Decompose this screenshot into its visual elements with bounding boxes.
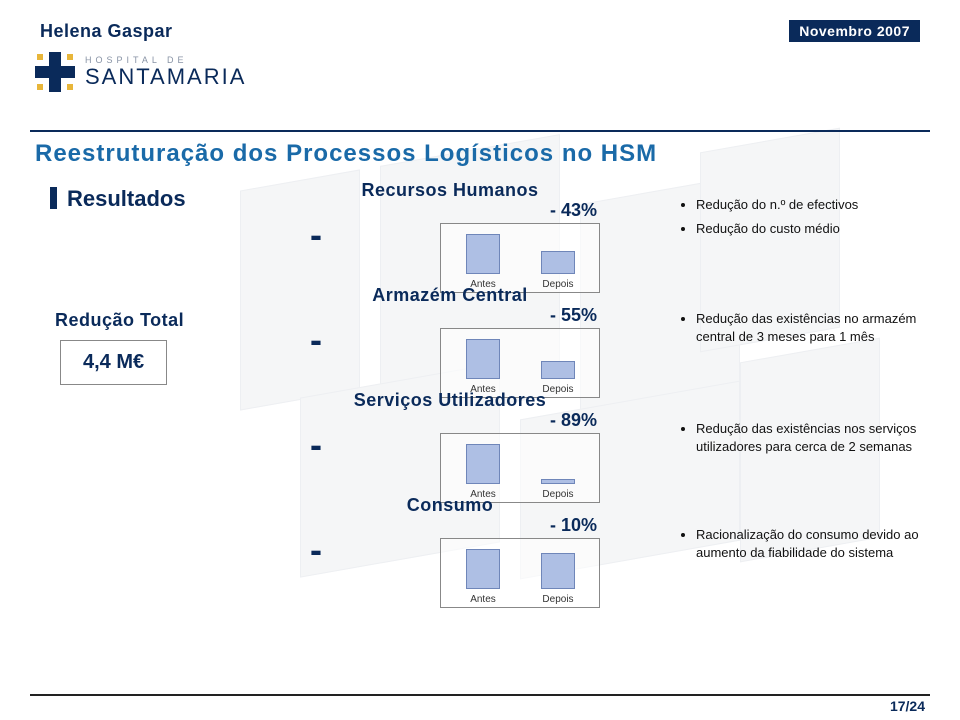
chart-servicos-dash: -	[310, 424, 322, 466]
chart-armazem-bar-antes	[466, 339, 500, 379]
slide-title: Reestruturação dos Processos Logísticos …	[35, 140, 657, 168]
chart-armazem-pct: - 55%	[550, 305, 597, 326]
total-reduction-value: 4,4 M€	[60, 340, 167, 385]
chart-servicos-bar-depois	[541, 479, 575, 484]
total-reduction-label: Redução Total	[55, 310, 184, 331]
list-item: Redução do n.º de efectivos	[696, 196, 930, 214]
chart-rh-dash: -	[310, 214, 322, 256]
chart-rh-bar-antes	[466, 234, 500, 274]
chart-consumo-title: Consumo	[300, 495, 600, 516]
chart-armazem-title: Armazém Central	[300, 285, 600, 306]
chart-consumo-box: Antes Depois	[440, 538, 600, 608]
chart-consumo-bar-depois	[541, 553, 575, 589]
hospital-logo: HOSPITAL DE SANTAMARIA	[35, 52, 246, 92]
chart-consumo-bar-antes	[466, 549, 500, 589]
chart-servicos-bullets: Redução das existências nos serviços uti…	[680, 420, 930, 461]
chart-rh-box: Antes Depois	[440, 223, 600, 293]
chart-rh-title: Recursos Humanos	[300, 180, 600, 201]
list-item: Redução das existências no armazém centr…	[696, 310, 930, 345]
chart-rh-pct: - 43%	[550, 200, 597, 221]
chart-consumo-label-antes: Antes	[453, 594, 513, 605]
logo-cross-icon	[35, 52, 75, 92]
list-item: Racionalização do consumo devido ao aume…	[696, 526, 930, 561]
chart-consumo-dash: -	[310, 529, 322, 571]
chart-rh-bar-depois	[541, 251, 575, 274]
divider-bottom	[30, 694, 930, 696]
chart-consumo-pct: - 10%	[550, 515, 597, 536]
chart-rh-bullets: Redução do n.º de efectivos Redução do c…	[680, 196, 930, 243]
page-number: 17/24	[890, 698, 925, 714]
chart-servicos-pct: - 89%	[550, 410, 597, 431]
chart-armazem-dash: -	[310, 319, 322, 361]
chart-consumo-bullets: Racionalização do consumo devido ao aume…	[680, 526, 930, 567]
chart-consumo-label-depois: Depois	[528, 594, 588, 605]
date-badge: Novembro 2007	[789, 20, 920, 42]
chart-armazem-box: Antes Depois	[440, 328, 600, 398]
divider-top	[30, 130, 930, 132]
author-name: Helena Gaspar	[40, 21, 173, 42]
logo-big-text: SANTAMARIA	[85, 65, 246, 88]
chart-servicos-bar-antes	[466, 444, 500, 484]
list-item: Redução do custo médio	[696, 220, 930, 238]
chart-servicos-box: Antes Depois	[440, 433, 600, 503]
chart-armazem-bar-depois	[541, 361, 575, 379]
list-item: Redução das existências nos serviços uti…	[696, 420, 930, 455]
chart-armazem-bullets: Redução das existências no armazém centr…	[680, 310, 930, 351]
chart-servicos-title: Serviços Utilizadores	[300, 390, 600, 411]
